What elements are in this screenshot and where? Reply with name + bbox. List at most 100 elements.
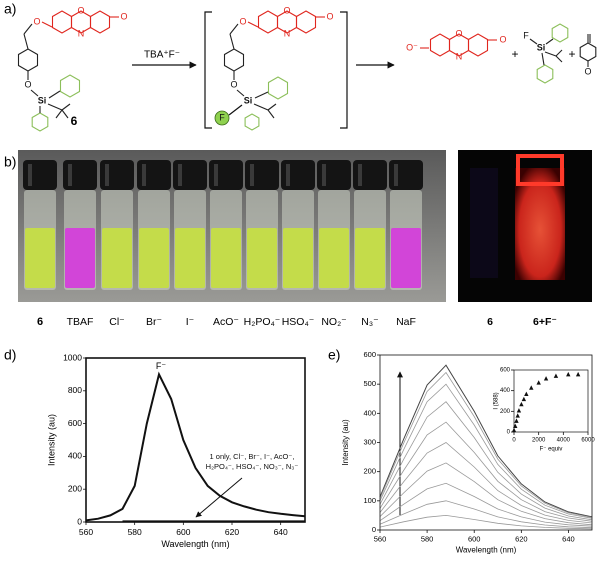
y-tick-label: 1000 (63, 352, 82, 362)
inset-bg (514, 370, 588, 432)
fluoride-ion (214, 110, 230, 126)
series-line (85, 371, 306, 522)
compound-number: 6 (71, 114, 78, 128)
vial-row: 6 TBAF Cl⁻ Br⁻ I⁻ AcO⁻ H₂PO₄⁻ HSO₄⁻ NO₂⁻ N₃⁻ NaF 6 6… (23, 160, 557, 328)
y-axis-label: Intensity (au) (341, 419, 350, 466)
x-tick-label: 600 (176, 527, 190, 537)
ring (244, 113, 260, 131)
bond (23, 23, 33, 35)
vial-liquid (319, 228, 349, 288)
y-tick-label: 0 (77, 516, 82, 526)
x-tick-label: 580 (128, 527, 142, 537)
x-tick-label: 560 (79, 527, 93, 537)
reagent: TBA⁺F⁻ (144, 50, 180, 61)
vial-cap-shine (286, 164, 290, 186)
ring (429, 33, 451, 57)
vial-label: N₃⁻ (361, 316, 378, 328)
atom-label: O (77, 5, 84, 15)
cuvette-label: 6+F⁻ (533, 316, 557, 328)
x-tick-label: 0 (512, 438, 516, 444)
y-tick-label: 400 (68, 451, 82, 461)
series-line (379, 442, 593, 524)
y-tick-label: 200 (363, 467, 376, 476)
data-point (524, 391, 529, 396)
bond (229, 33, 235, 50)
ring (551, 23, 569, 43)
data-point (516, 408, 522, 413)
vial-cap-shine (142, 164, 146, 186)
y-tick-label: 200 (500, 409, 511, 415)
x-axis-label: Wavelength (nm) (456, 546, 517, 555)
y-tick-label: 400 (363, 408, 376, 417)
cuvette-label: 6 (487, 316, 493, 328)
vial-liquid (283, 228, 313, 288)
atom-label: Si (537, 42, 546, 52)
atom-label: N (284, 28, 291, 38)
series-line (379, 500, 593, 529)
bond (228, 104, 243, 116)
bracket (204, 11, 212, 129)
vial-cap-shine (178, 164, 182, 186)
series-line (379, 383, 593, 519)
y-tick-label: 300 (363, 437, 376, 446)
bond (529, 38, 538, 45)
bond (30, 89, 39, 97)
bond (253, 103, 269, 111)
data-point (529, 385, 534, 390)
bond (267, 103, 277, 111)
bond (47, 103, 63, 111)
bond (41, 21, 53, 28)
x-tick-label: 600 (468, 534, 481, 543)
atom-label: F (219, 112, 225, 122)
atom-label: O (33, 16, 40, 26)
y-tick-label: 0 (372, 525, 376, 534)
annotation-box: 1 only, Cl⁻, Br⁻, I⁻, AcO⁻, H₂PO₄⁻, HSO₄… (206, 452, 299, 471)
vial-liquid (175, 228, 205, 288)
y-tick-label: 600 (363, 350, 376, 359)
vial-label: HSO₄⁻ (282, 316, 315, 328)
atom-label: O⁻ (406, 42, 418, 52)
atom-label: N (78, 28, 85, 38)
panel-label: b) (4, 154, 16, 170)
y-tick-label: 600 (68, 418, 82, 428)
vial-label: I⁻ (186, 316, 194, 328)
panel-label: e) (328, 347, 340, 363)
vial-liquid (211, 228, 241, 288)
vial-label: H₂PO₄⁻ (244, 316, 281, 328)
y-tick-label: 100 (363, 496, 376, 505)
x-tick-label: 640 (274, 527, 288, 537)
ring (89, 10, 111, 34)
bond (541, 52, 545, 66)
plot-frame (85, 357, 306, 523)
panel-label: a) (4, 1, 16, 17)
bond (545, 38, 554, 45)
series-line (379, 514, 593, 530)
plot-frame (513, 369, 589, 433)
atom-label: Si (244, 95, 253, 105)
vial-cap-shine (250, 164, 254, 186)
data-point (553, 373, 559, 378)
series-line (379, 401, 593, 521)
bond (55, 109, 63, 119)
series-annotation: F⁻ (156, 361, 166, 371)
bond (555, 55, 563, 63)
bond (229, 23, 239, 35)
bond (236, 89, 245, 97)
bond (267, 109, 275, 119)
vial-label: NO₂⁻ (321, 316, 346, 328)
bond (555, 49, 563, 57)
bond (23, 33, 29, 50)
x-tick-label: 560 (374, 534, 387, 543)
y-axis-label: Intensity (au) (46, 414, 56, 466)
y-tick-label: 500 (363, 379, 376, 388)
x-tick-label: 620 (515, 534, 528, 543)
ring (257, 10, 279, 34)
vial-cap-shine (214, 164, 218, 186)
x-tick-label: 6000 (581, 438, 595, 444)
bond (254, 91, 269, 99)
series-line (379, 462, 593, 526)
atom-label: O (24, 79, 31, 89)
series-line (379, 371, 593, 518)
